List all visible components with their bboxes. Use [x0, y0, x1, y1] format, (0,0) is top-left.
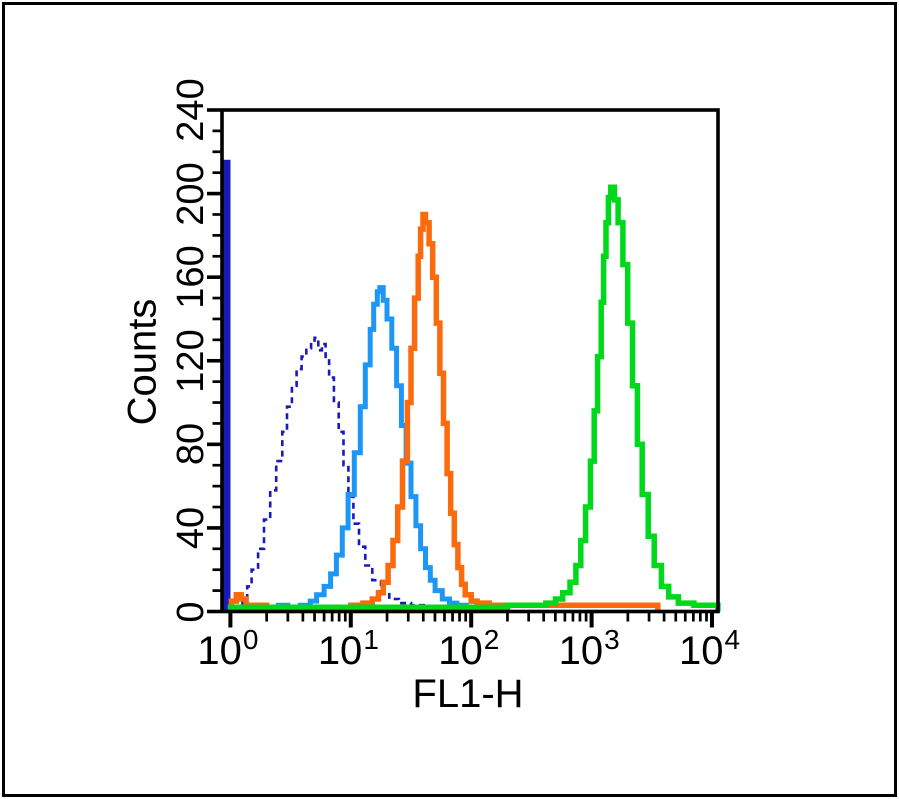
- x-tick-label: 103: [558, 624, 620, 673]
- x-tick-label: 102: [438, 624, 500, 673]
- y-tick-label: 160: [170, 245, 212, 309]
- y-tick-label: 40: [170, 506, 212, 550]
- x-tick-label: 101: [317, 624, 379, 673]
- y-tick-label: 120: [170, 329, 212, 393]
- x-tick-exponent: 2: [483, 624, 500, 655]
- x-tick-base: 10: [438, 629, 483, 673]
- series-dark-blue-dashed-curve: [236, 336, 461, 612]
- x-tick-base: 10: [558, 629, 604, 673]
- x-tick-base: 10: [679, 629, 724, 673]
- series-green-curve: [227, 184, 721, 612]
- x-tick-label: 100: [197, 624, 259, 673]
- x-tick-exponent: 3: [604, 624, 620, 655]
- x-tick-exponent: 0: [242, 624, 259, 655]
- y-tick-label: 80: [170, 423, 212, 466]
- y-tick-label: 0: [170, 600, 212, 623]
- x-tick-base: 10: [197, 629, 242, 673]
- x-tick-label: 104: [679, 624, 741, 673]
- y-tick-label: 200: [170, 161, 212, 226]
- x-tick-base: 10: [317, 629, 363, 673]
- x-tick-exponent: 1: [363, 624, 379, 655]
- x-tick-exponent: 4: [724, 624, 741, 655]
- y-axis-title: Counts: [120, 298, 165, 426]
- plot-border: [220, 108, 720, 614]
- x-axis-title: FL1-H: [412, 672, 524, 716]
- y-tick-label: 240: [170, 78, 212, 142]
- series-dark-blue-axis-spike: [222, 159, 231, 612]
- series-light-blue-curve: [264, 285, 498, 612]
